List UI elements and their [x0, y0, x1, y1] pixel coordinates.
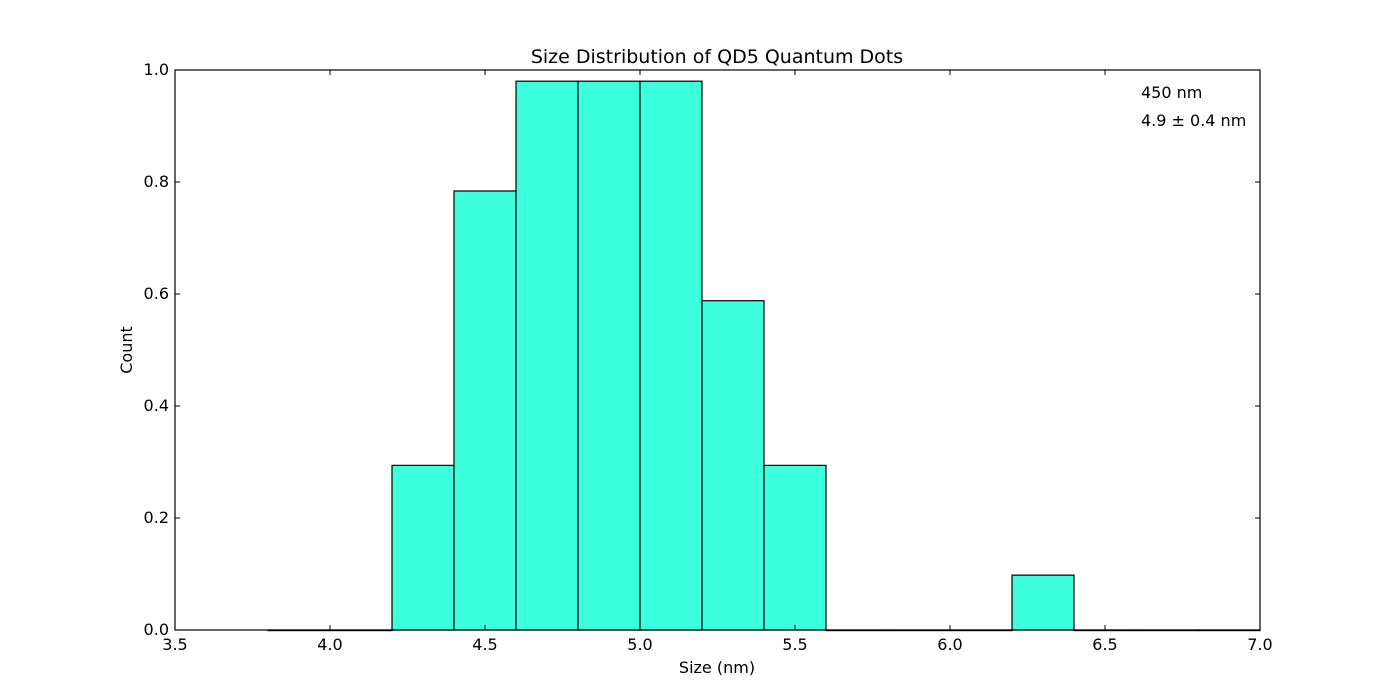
- x-tick-label: 3.5: [162, 635, 187, 654]
- y-tick-label: 1.0: [144, 60, 169, 79]
- y-tick-label: 0.6: [144, 284, 169, 303]
- x-tick-label: 5.5: [782, 635, 807, 654]
- x-tick-label: 4.0: [317, 635, 342, 654]
- x-tick-label: 5.0: [627, 635, 652, 654]
- x-axis-ticks: 3.5 4.0 4.5 5.0 5.5 6.0 6.5 7.0: [162, 70, 1273, 654]
- y-tick-label: 0.2: [144, 508, 169, 527]
- annotation-wavelength: 450 nm: [1141, 83, 1202, 102]
- y-tick-label: 0.0: [144, 620, 169, 639]
- y-tick-label: 0.8: [144, 172, 169, 191]
- histogram-bar-6: [639, 80, 703, 631]
- plot-frame: [174, 69, 1261, 631]
- histogram-bar-8: [763, 464, 827, 631]
- x-tick-label: 7.0: [1247, 635, 1272, 654]
- histogram-bar-5: [577, 80, 641, 631]
- histogram-bar-12: [1011, 574, 1075, 631]
- annotation-mean-size: 4.9 ± 0.4 nm: [1141, 111, 1246, 130]
- chart-title: Size Distribution of QD5 Quantum Dots: [531, 46, 903, 68]
- histogram-bar-4: [515, 80, 579, 631]
- y-tick-label: 0.4: [144, 396, 169, 415]
- x-axis-label: Size (nm): [679, 658, 755, 677]
- x-tick-label: 6.5: [1092, 635, 1117, 654]
- histogram-bar-3: [453, 190, 517, 631]
- y-axis-label: Count: [117, 326, 136, 374]
- bars-group: [267, 80, 1261, 632]
- x-tick-label: 6.0: [937, 635, 962, 654]
- histogram-bar-7: [701, 300, 765, 631]
- y-axis-ticks: 0.0 0.2 0.4 0.6 0.8 1.0: [144, 60, 1260, 639]
- x-tick-label: 4.5: [472, 635, 497, 654]
- histogram-bar-2: [391, 464, 455, 631]
